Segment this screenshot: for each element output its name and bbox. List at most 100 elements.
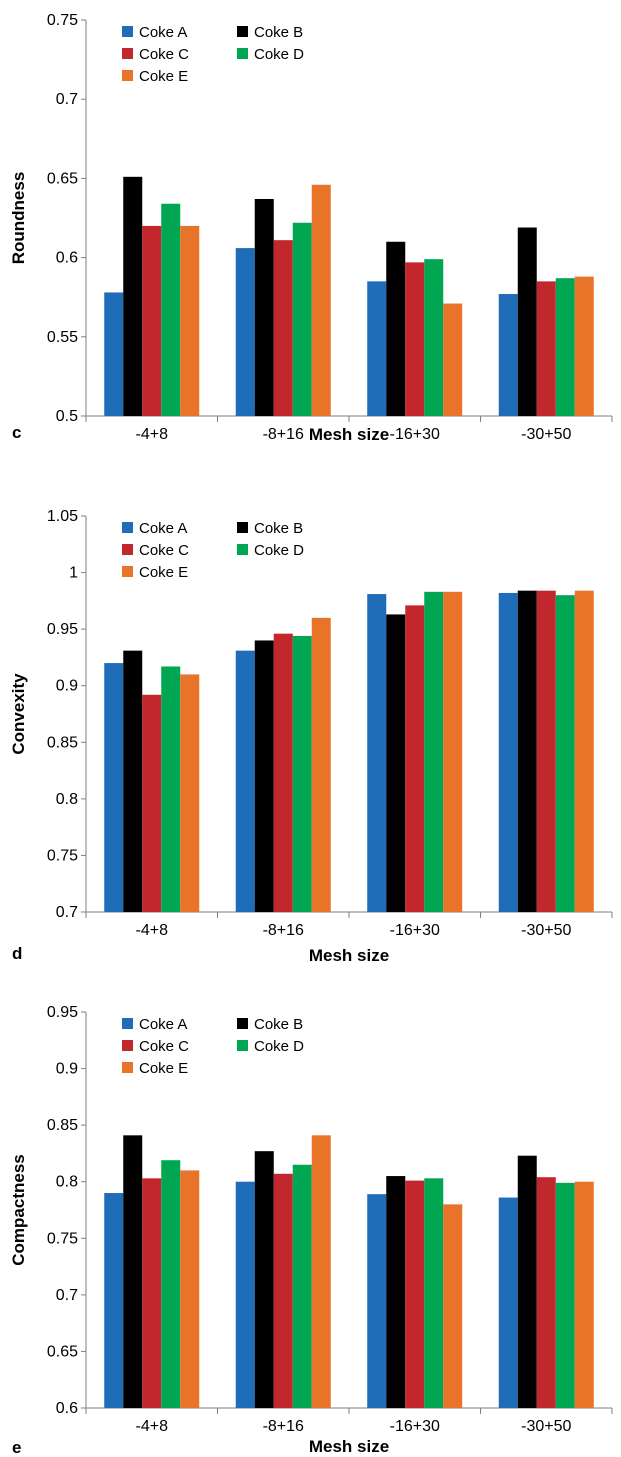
x-axis-title: Mesh size: [309, 1437, 389, 1456]
legend-label: Coke A: [139, 24, 187, 41]
legend-swatch: [122, 48, 133, 59]
legend-swatch: [122, 1062, 133, 1073]
legend-swatch: [122, 566, 133, 577]
bar-coke-d: [555, 278, 575, 416]
bar-coke-e: [574, 1181, 594, 1408]
y-tick-label: 0.9: [56, 1061, 78, 1078]
legend: Coke A Coke B Coke C Coke D Coke E: [122, 520, 304, 581]
legend-swatch: [122, 26, 133, 37]
bar-coke-b: [254, 198, 274, 416]
x-tick-label: -8+16: [263, 1418, 304, 1435]
bar-coke-b: [517, 590, 537, 912]
y-tick-label: 0.95: [47, 621, 78, 638]
legend: Coke A Coke B Coke C Coke D Coke E: [122, 1016, 304, 1077]
legend-swatch: [237, 544, 248, 555]
legend-label: Coke B: [254, 520, 303, 537]
bar-coke-b: [386, 614, 406, 912]
y-tick-label: 0.6: [56, 250, 78, 267]
legend-swatch: [122, 522, 133, 533]
bar-coke-c: [142, 694, 162, 912]
y-tick-label: 0.75: [47, 1230, 78, 1247]
chart-panel-c: 0.5 0.55 0.6 0.65 0.7 0.75 -4+8 -8+16 -16+30 -30+…: [9, 12, 613, 444]
bar-coke-a: [367, 281, 387, 416]
bar-coke-d: [161, 203, 181, 416]
panel-label: c: [12, 423, 21, 442]
y-tick-label: 0.6: [56, 1400, 78, 1417]
legend-label: Coke D: [254, 1038, 304, 1055]
legend-swatch: [237, 1018, 248, 1029]
legend-label: Coke A: [139, 1016, 187, 1033]
legend-swatch: [122, 1018, 133, 1029]
x-tick-label: -16+30: [390, 1418, 440, 1435]
bar-coke-b: [386, 241, 406, 416]
x-tick-label: -4+8: [136, 426, 169, 443]
legend-swatch: [237, 1040, 248, 1051]
bar-coke-e: [443, 303, 463, 416]
bar-coke-a: [235, 650, 255, 912]
bar-coke-e: [180, 674, 200, 912]
panel-label: e: [12, 1438, 21, 1457]
x-tick-label: -4+8: [136, 922, 169, 939]
bar-coke-a: [498, 294, 518, 416]
bar-coke-a: [235, 1181, 255, 1408]
bar-coke-a: [367, 594, 387, 912]
y-tick-label: 0.75: [47, 12, 78, 29]
legend-label: Coke E: [139, 564, 188, 581]
y-tick-label: 0.65: [47, 170, 78, 187]
bar-coke-b: [386, 1176, 406, 1408]
bar-coke-a: [104, 292, 124, 416]
bar-coke-d: [292, 635, 312, 912]
legend-swatch: [237, 26, 248, 37]
bar-coke-d: [424, 259, 444, 416]
x-axis-title: Mesh size: [309, 946, 389, 965]
legend-label: Coke D: [254, 542, 304, 559]
bar-coke-a: [498, 592, 518, 912]
bar-coke-b: [517, 227, 537, 416]
y-tick-label: 0.8: [56, 1174, 78, 1191]
legend: Coke A Coke B Coke C Coke D Coke E: [122, 24, 304, 85]
x-tick-label: -8+16: [263, 426, 304, 443]
legend-swatch: [237, 48, 248, 59]
x-tick-label: -4+8: [136, 1418, 169, 1435]
bar-coke-a: [498, 1197, 518, 1408]
y-tick-label: 0.85: [47, 1117, 78, 1134]
chart-panel-e: 0.6 0.65 0.7 0.75 0.8 0.85 0.9 0.95 -4+8 -8+16 -16…: [9, 1004, 613, 1457]
bar-coke-e: [180, 225, 200, 416]
bar-coke-e: [311, 1135, 331, 1408]
bar-coke-b: [517, 1155, 537, 1408]
bar-coke-e: [311, 617, 331, 912]
bar-coke-b: [254, 640, 274, 912]
x-tick-label: -16+30: [390, 426, 440, 443]
bar-coke-c: [273, 633, 293, 912]
bar-coke-b: [123, 176, 143, 416]
y-axis-title: Convexity: [9, 673, 28, 755]
bar-coke-a: [104, 1193, 124, 1408]
chart-panel-d: 0.7 0.75 0.8 0.85 0.9 0.95 1 1.05 -4+8 -8+16 -16+3…: [9, 508, 613, 965]
y-axis-title: Compactness: [9, 1154, 28, 1265]
bar-coke-c: [536, 590, 556, 912]
bar-coke-d: [161, 666, 181, 912]
x-tick-label: -30+50: [521, 426, 571, 443]
bar-coke-c: [142, 1178, 162, 1408]
bar-coke-b: [123, 1135, 143, 1408]
bar-coke-d: [555, 1182, 575, 1408]
x-tick-label: -30+50: [521, 1418, 571, 1435]
bar-coke-c: [273, 240, 293, 416]
bar-coke-a: [235, 248, 255, 416]
legend-label: Coke C: [139, 1038, 189, 1055]
y-tick-label: 1: [69, 565, 78, 582]
bar-coke-a: [104, 663, 124, 912]
bar-coke-e: [574, 276, 594, 416]
bar-coke-c: [405, 605, 425, 912]
y-tick-label: 0.9: [56, 678, 78, 695]
bar-coke-e: [574, 590, 594, 912]
legend-label: Coke A: [139, 520, 187, 537]
x-tick-label: -30+50: [521, 922, 571, 939]
bar-coke-d: [292, 222, 312, 416]
bar-coke-e: [443, 591, 463, 912]
bar-coke-d: [424, 1178, 444, 1408]
x-axis-title: Mesh size: [309, 425, 389, 444]
bar-coke-e: [311, 184, 331, 416]
legend-swatch: [122, 1040, 133, 1051]
